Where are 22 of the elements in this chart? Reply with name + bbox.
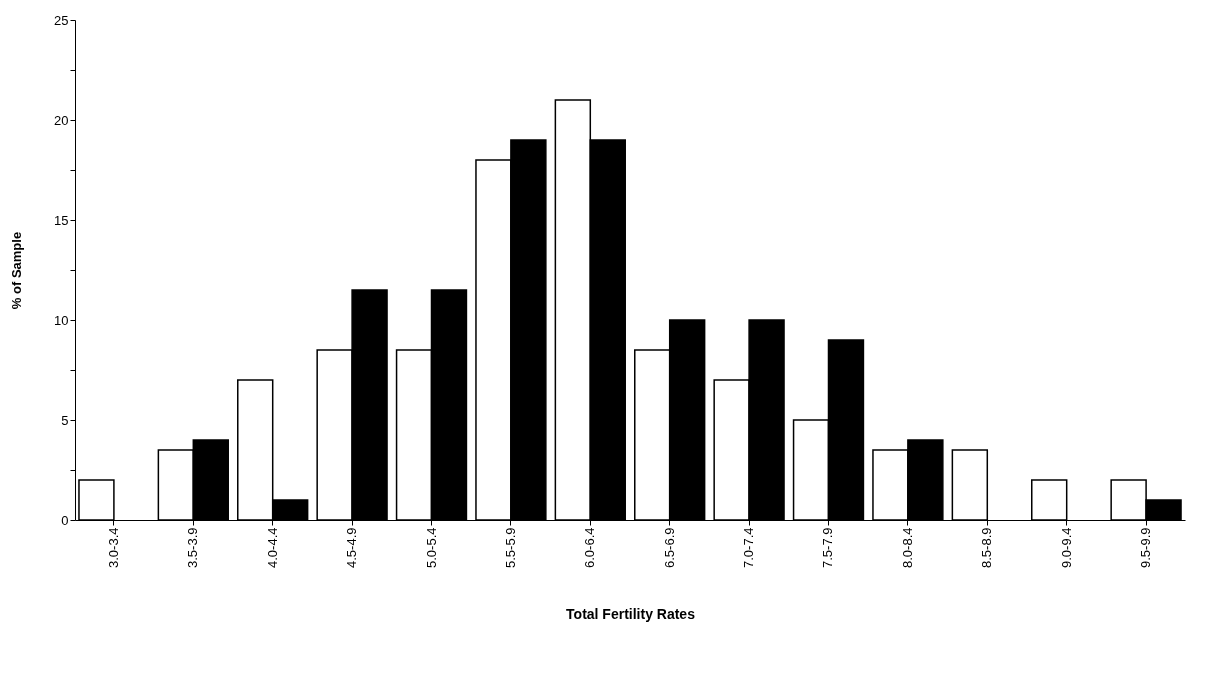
y-axis-title: % of Sample [9, 231, 25, 310]
x-tick-label: 9.5-9.9 [1138, 527, 1154, 568]
y-tick-label: 25 [54, 12, 69, 28]
x-tick-label: 7.5-7.9 [820, 527, 836, 568]
x-tick-label: 8.5-8.9 [979, 527, 995, 568]
x-tick-label: 5.5-5.9 [502, 527, 518, 568]
x-tick-label: 8.0-8.4 [899, 527, 915, 568]
x-tick-label: 9.0-9.4 [1058, 527, 1074, 568]
x-tick-label: 3.5-3.9 [185, 527, 201, 568]
y-tick-label: 20 [54, 112, 69, 128]
y-tick-label: 0 [61, 512, 69, 528]
x-tick-label: 6.0-6.4 [582, 527, 598, 568]
x-tick-label: 6.5-6.9 [661, 527, 677, 568]
x-tick-label: 4.5-4.9 [344, 527, 360, 568]
x-axis-title: Total Fertility Rates [566, 605, 696, 622]
x-tick-label: 4.0-4.4 [264, 527, 280, 568]
y-tick-label: 15 [54, 212, 69, 228]
x-tick-label: 5.0-5.4 [423, 527, 439, 568]
x-tick-label: 3.0-3.4 [105, 527, 121, 568]
y-tick-label: 10 [54, 312, 69, 328]
y-tick-label: 5 [61, 412, 69, 428]
x-tick-label: 7.0-7.4 [741, 527, 757, 568]
